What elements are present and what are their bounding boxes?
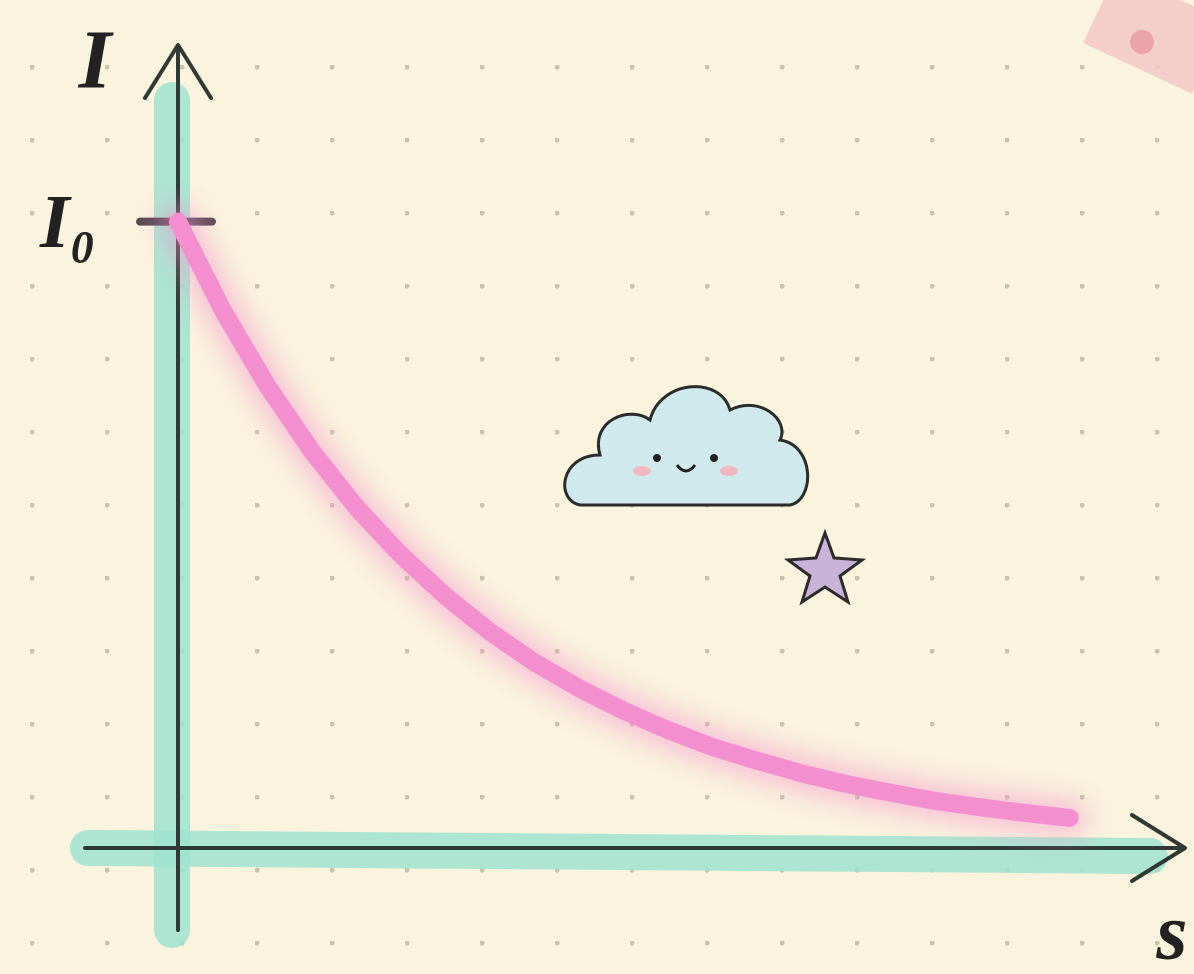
chart: Is I₀ <box>0 0 1194 974</box>
y-axis-label: I <box>78 13 115 106</box>
y-tick-label: I₀ <box>39 180 96 264</box>
x-axis-label: s <box>1155 888 1187 974</box>
